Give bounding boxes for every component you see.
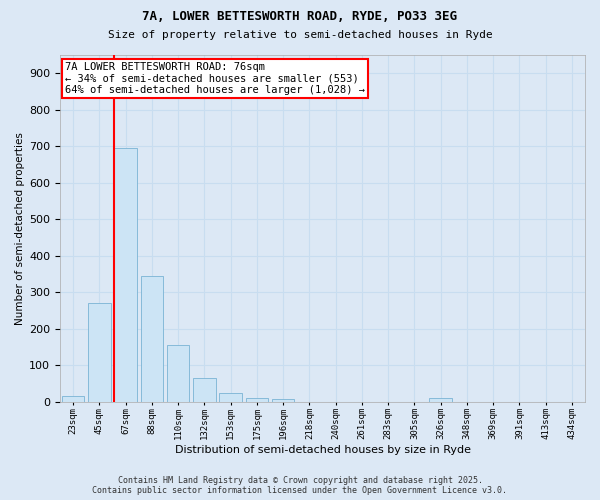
Bar — [88, 303, 110, 402]
Bar — [141, 276, 163, 402]
Bar — [62, 396, 84, 402]
Bar — [272, 398, 294, 402]
Text: Size of property relative to semi-detached houses in Ryde: Size of property relative to semi-detach… — [107, 30, 493, 40]
Bar — [193, 378, 215, 402]
Bar — [115, 148, 137, 402]
X-axis label: Distribution of semi-detached houses by size in Ryde: Distribution of semi-detached houses by … — [175, 445, 470, 455]
Bar — [167, 345, 189, 402]
Y-axis label: Number of semi-detached properties: Number of semi-detached properties — [15, 132, 25, 325]
Text: 7A, LOWER BETTESWORTH ROAD, RYDE, PO33 3EG: 7A, LOWER BETTESWORTH ROAD, RYDE, PO33 3… — [143, 10, 458, 23]
Bar — [220, 392, 242, 402]
Text: Contains HM Land Registry data © Crown copyright and database right 2025.
Contai: Contains HM Land Registry data © Crown c… — [92, 476, 508, 495]
Bar — [430, 398, 452, 402]
Text: 7A LOWER BETTESWORTH ROAD: 76sqm
← 34% of semi-detached houses are smaller (553): 7A LOWER BETTESWORTH ROAD: 76sqm ← 34% o… — [65, 62, 365, 95]
Bar — [246, 398, 268, 402]
